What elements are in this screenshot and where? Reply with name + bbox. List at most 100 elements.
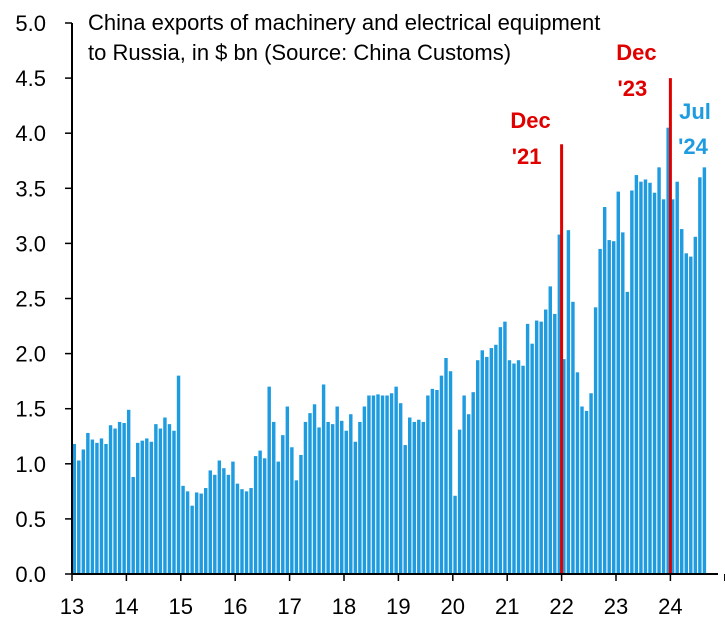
- bar: [639, 181, 643, 574]
- bar: [539, 321, 543, 574]
- annotation-label: '21: [512, 144, 542, 169]
- bar: [584, 410, 589, 574]
- bar: [634, 175, 639, 574]
- bar: [462, 395, 466, 574]
- bar: [398, 403, 403, 574]
- bar: [489, 348, 494, 574]
- bar: [299, 454, 303, 574]
- bar: [253, 456, 258, 574]
- y-tick-label: 0.5: [15, 507, 46, 532]
- bar: [417, 419, 421, 574]
- bar: [158, 428, 163, 574]
- bar: [675, 181, 679, 574]
- bar: [167, 424, 172, 574]
- y-tick-label: 1.5: [15, 397, 46, 422]
- bar: [680, 229, 684, 574]
- bar: [312, 404, 317, 574]
- y-tick-label: 3.5: [15, 176, 46, 201]
- bar: [566, 230, 571, 574]
- bar: [571, 301, 575, 574]
- bar: [702, 167, 707, 575]
- bar: [181, 485, 185, 574]
- bar: [362, 406, 367, 574]
- bar: [149, 441, 154, 574]
- bar: [548, 286, 552, 574]
- bars-group: [72, 127, 707, 575]
- bar: [86, 432, 90, 574]
- bar: [602, 207, 607, 574]
- bar: [353, 441, 358, 574]
- bar: [466, 414, 471, 574]
- bar: [154, 424, 158, 574]
- bar: [222, 468, 226, 574]
- bar: [430, 388, 435, 574]
- bar: [657, 167, 661, 575]
- bar: [190, 505, 194, 574]
- bar: [140, 440, 144, 574]
- bar: [267, 386, 271, 574]
- bar: [258, 450, 262, 574]
- y-tick-label: 4.5: [15, 66, 46, 91]
- x-tick-label: 14: [114, 594, 138, 619]
- bar: [621, 232, 625, 574]
- bar: [612, 241, 616, 574]
- bar: [95, 442, 99, 574]
- bar: [90, 439, 95, 574]
- y-tick-label: 5.0: [15, 11, 46, 36]
- x-ticks-group: 13 14 15 16 17 18 19 20 21 22 23 24: [60, 574, 725, 619]
- x-tick-label: 17: [277, 594, 301, 619]
- bar: [530, 343, 534, 574]
- x-tick-label: 13: [60, 594, 84, 619]
- bar: [498, 327, 503, 574]
- x-tick-label: 19: [386, 594, 410, 619]
- bar: [145, 438, 149, 574]
- bar: [72, 443, 76, 574]
- bar: [208, 470, 212, 574]
- bar: [630, 190, 634, 574]
- x-tick-label: 21: [495, 594, 519, 619]
- bar: [108, 425, 113, 574]
- bar: [367, 395, 371, 574]
- bar: [652, 192, 657, 574]
- bar: [625, 291, 630, 574]
- bar: [503, 321, 507, 574]
- annotations-group: Dec '21 Dec '23 Jul '24: [510, 40, 710, 169]
- y-ticks-group: 0.0 0.5 1.0 1.5 2.0 2.5 3.0 3.5 4.0 4.5 5.0: [15, 11, 72, 587]
- bar: [285, 406, 290, 574]
- bar: [408, 417, 412, 574]
- bar: [693, 236, 698, 575]
- bar: [389, 393, 394, 574]
- bar: [335, 406, 339, 574]
- annotation-label: Jul: [679, 99, 711, 124]
- bar: [249, 488, 253, 574]
- bar: [213, 474, 217, 574]
- x-tick-label: 18: [332, 594, 356, 619]
- annotation-lines-group: [560, 78, 672, 574]
- bar: [557, 234, 562, 574]
- bar: [117, 421, 122, 574]
- bar: [185, 491, 190, 574]
- bar: [317, 427, 321, 574]
- bar: [176, 375, 181, 574]
- bar: [485, 356, 489, 574]
- bar: [544, 309, 548, 574]
- bar: [421, 421, 426, 574]
- bar: [607, 240, 611, 574]
- bar: [99, 438, 104, 574]
- bar: [104, 443, 108, 574]
- bar: [376, 394, 380, 574]
- bar: [371, 395, 376, 574]
- bar: [321, 384, 326, 574]
- x-tick-label: 15: [169, 594, 193, 619]
- bar: [163, 417, 167, 574]
- bar: [534, 320, 539, 574]
- bar: [480, 350, 484, 574]
- bar: [272, 421, 276, 574]
- bar: [525, 323, 530, 574]
- y-tick-label: 1.0: [15, 452, 46, 477]
- bar: [457, 429, 462, 574]
- bar: [276, 461, 280, 574]
- bar: [303, 421, 308, 574]
- bar: [394, 386, 398, 574]
